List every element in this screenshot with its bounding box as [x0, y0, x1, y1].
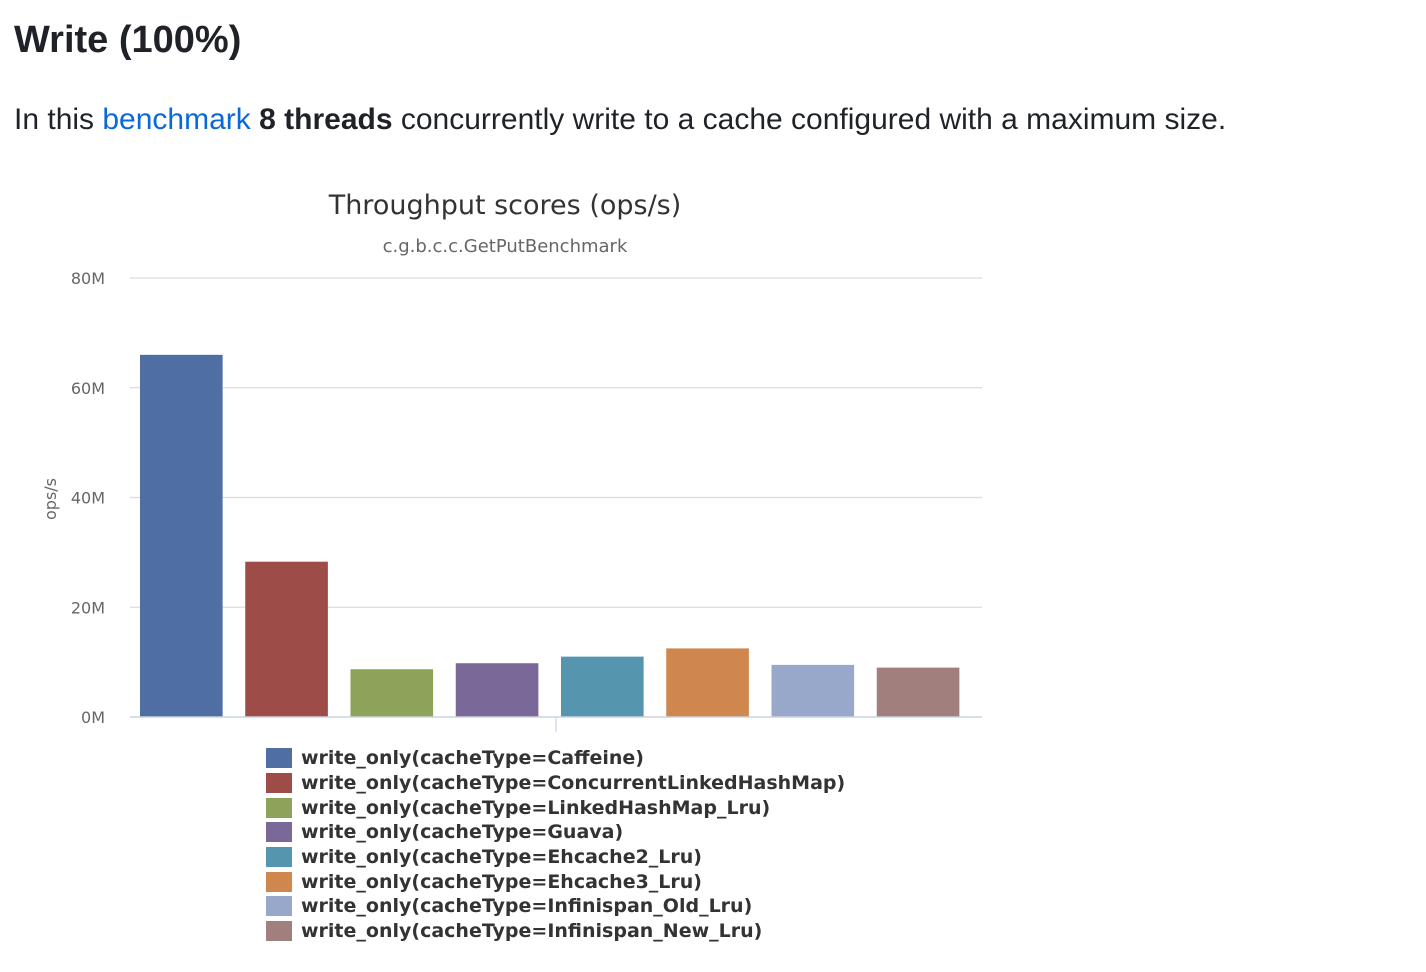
legend-swatch	[266, 921, 292, 942]
legend-swatch	[266, 822, 292, 843]
y-axis-label: ops/s	[41, 478, 60, 520]
intro-paragraph: In this benchmark 8 threads concurrently…	[14, 98, 1226, 142]
legend-item: write_only(cacheType=Guava)	[266, 820, 845, 845]
legend-swatch	[266, 847, 292, 868]
legend-item: write_only(cacheType=Infinispan_Old_Lru)	[266, 894, 845, 919]
section-heading: Write (100%)	[14, 19, 242, 61]
benchmark-link[interactable]: benchmark	[102, 103, 251, 136]
y-tick-labels: 0M 20M 40M 60M 80M	[71, 269, 105, 727]
legend-swatch	[266, 748, 292, 769]
bars	[140, 354, 960, 717]
y-tick-label: 60M	[71, 379, 105, 398]
legend-label: write_only(cacheType=Caffeine)	[301, 747, 644, 770]
intro-suffix: concurrently write to a cache configured…	[392, 103, 1227, 136]
legend-label: write_only(cacheType=Guava)	[301, 821, 624, 844]
bar	[666, 648, 749, 717]
bar	[771, 664, 855, 717]
legend-item: write_only(cacheType=Ehcache2_Lru)	[266, 845, 845, 870]
legend-item: write_only(cacheType=Ehcache3_Lru)	[266, 869, 845, 894]
bar	[561, 656, 644, 717]
legend-item: write_only(cacheType=Infinispan_New_Lru)	[266, 919, 845, 944]
y-tick-label: 0M	[81, 708, 105, 727]
y-tick-label: 20M	[71, 598, 105, 617]
bar	[876, 667, 960, 717]
legend-label: write_only(cacheType=LinkedHashMap_Lru)	[301, 796, 771, 819]
y-tick-label: 40M	[71, 489, 105, 508]
chart-subtitle: c.g.b.c.c.GetPutBenchmark	[383, 236, 628, 257]
intro-prefix: In this	[14, 103, 103, 136]
chart-title: Throughput scores (ops/s)	[328, 190, 682, 221]
bar	[350, 669, 434, 717]
intro-space	[251, 103, 259, 136]
legend-item: write_only(cacheType=Caffeine)	[266, 746, 845, 771]
legend-label: write_only(cacheType=Ehcache2_Lru)	[301, 846, 702, 869]
legend-swatch	[266, 797, 292, 818]
bar	[455, 663, 539, 717]
bar	[245, 561, 328, 717]
legend-label: write_only(cacheType=Infinispan_New_Lru)	[301, 920, 763, 943]
chart-legend: write_only(cacheType=Caffeine) write_only…	[266, 746, 845, 944]
throughput-chart: Throughput scores (ops/s) c.g.b.c.c.GetP…	[41, 190, 982, 732]
legend-swatch	[266, 871, 292, 892]
legend-label: write_only(cacheType=ConcurrentLinkedHas…	[301, 772, 846, 795]
legend-label: write_only(cacheType=Ehcache3_Lru)	[301, 870, 702, 893]
legend-swatch	[266, 896, 292, 917]
legend-label: write_only(cacheType=Infinispan_Old_Lru)	[301, 895, 753, 918]
legend-item: write_only(cacheType=LinkedHashMap_Lru)	[266, 795, 845, 820]
y-tick-label: 80M	[71, 269, 105, 288]
bar	[140, 354, 223, 717]
legend-swatch	[266, 773, 292, 794]
threads-emphasis: 8 threads	[259, 103, 393, 136]
legend-item: write_only(cacheType=ConcurrentLinkedHas…	[266, 771, 845, 796]
grid-lines	[130, 277, 982, 608]
